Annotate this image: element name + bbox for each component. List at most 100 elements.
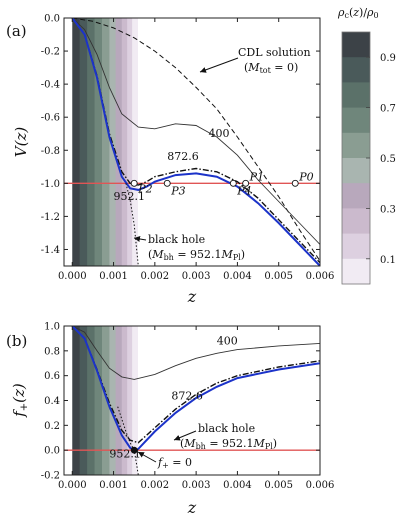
colorbar-cell <box>342 233 370 260</box>
y-tick-label: -0.4 <box>41 80 60 91</box>
colorbar-cell <box>342 57 370 83</box>
x-tick-label: 0.004 <box>223 480 252 491</box>
x-tick-label: 0.002 <box>141 480 170 491</box>
x-axis-label-a: z <box>187 287 197 306</box>
density-band <box>101 326 110 475</box>
x-tick-label: 0.003 <box>182 271 211 282</box>
colorbar-cell <box>342 32 370 58</box>
series-line-872-6 <box>71 326 320 444</box>
density-band <box>94 18 103 266</box>
colorbar-cell <box>342 107 370 134</box>
bh-sublabel-b: (Mbh = 952.1MPl) <box>180 437 277 451</box>
y-tick-label: 0.2 <box>44 421 60 432</box>
series-line-872-6 <box>71 18 320 264</box>
y-tick-label: -0.8 <box>41 146 60 157</box>
marker-label: P2 <box>137 182 152 195</box>
series-line-black-hole <box>125 183 139 266</box>
density-band <box>121 326 128 475</box>
marker-point <box>130 446 138 454</box>
cdl-label: CDL solution <box>238 46 311 59</box>
series-line-400 <box>71 18 320 245</box>
y-tick-label: -0.6 <box>41 113 60 124</box>
x-tick-label: 0.005 <box>264 271 293 282</box>
colorbar-cell <box>342 208 370 234</box>
series-line-400 <box>72 326 320 380</box>
marker-label: P1 <box>249 170 264 183</box>
colorbar: ρc(z)/ρ0 0.9 0.7 0.5 0.3 0.1 <box>337 6 396 285</box>
x-tick-label: 0.005 <box>264 480 293 491</box>
colorbar-cell <box>342 158 370 184</box>
density-band <box>127 18 133 266</box>
marker-label: P0 <box>298 170 313 183</box>
curve-label: 952.1 <box>114 190 146 203</box>
y-tick-label: -0.2 <box>41 47 60 58</box>
marker-point <box>229 179 237 187</box>
marker-point <box>130 179 138 187</box>
panel-b: 0.000 0.001 0.002 0.003 0.004 0.005 0.006 1.0 0.… <box>6 322 334 518</box>
colorbar-cell <box>342 183 370 209</box>
y-tick-label: 0.0 <box>44 446 60 457</box>
curve-label: 872.6 <box>171 389 203 402</box>
density-band <box>87 326 96 475</box>
x-tick-label: 0.000 <box>58 480 87 491</box>
panel-label-b: (b) <box>6 332 27 350</box>
cdl-arrow <box>199 57 239 73</box>
colorbar-tick-label: 0.5 <box>380 154 396 165</box>
density-band <box>94 326 103 475</box>
colorbar-cell <box>342 132 370 159</box>
plot-frame-a <box>63 17 321 267</box>
marker-point <box>291 179 299 187</box>
density-band <box>115 326 123 475</box>
panel-label-a: (a) <box>6 22 27 40</box>
density-band <box>87 18 96 266</box>
fplus-zero-arrow <box>137 451 157 463</box>
density-band <box>109 326 117 475</box>
density-band <box>121 18 128 266</box>
y-tick-label: -1.2 <box>41 212 60 223</box>
y-tick-label: -0.2 <box>41 471 60 482</box>
density-band <box>72 326 81 475</box>
bh-sublabel-a: (Mbh = 952.1MPl) <box>148 248 245 262</box>
density-band <box>132 326 138 475</box>
density-band <box>127 326 133 475</box>
x-tick-label: 0.002 <box>141 271 170 282</box>
bh-label-b: black hole <box>198 422 255 435</box>
x-tick-label: 0.004 <box>223 271 252 282</box>
series-line-952-1 <box>71 326 320 452</box>
curve-label: 872.6 <box>167 150 199 163</box>
colorbar-tick-label: 0.3 <box>380 204 396 215</box>
x-tick-label: 0.006 <box>306 271 335 282</box>
colorbar-tick-label: 0.7 <box>380 104 396 115</box>
marker-label: P4 <box>236 184 251 197</box>
density-band <box>79 326 88 475</box>
bh-arrow-a <box>133 236 147 242</box>
colorbar-cell <box>342 82 370 108</box>
colorbar-cell <box>342 258 370 285</box>
bh-label-a: black hole <box>148 233 205 246</box>
series-line-952-1 <box>71 18 320 266</box>
y-tick-label: 0.6 <box>44 371 60 382</box>
y-tick-label: -1.0 <box>41 179 60 190</box>
curve-label: 400 <box>209 127 230 140</box>
series-line-cdl-solution <box>72 18 320 262</box>
density-band <box>72 18 81 266</box>
colorbar-tick-label: 0.9 <box>380 53 396 64</box>
y-tick-label: 0.4 <box>44 396 60 407</box>
curve-label: 952.1 <box>109 448 141 461</box>
fplus-zero-label: f+ = 0 <box>157 456 192 470</box>
marker-point <box>242 179 250 187</box>
y-tick-label: -1.4 <box>41 245 60 256</box>
density-band <box>115 18 123 266</box>
y-tick-label: 0.0 <box>44 14 60 25</box>
x-tick-label: 0.000 <box>58 271 87 282</box>
colorbar-tick-label: 0.1 <box>380 255 396 266</box>
y-axis-label-b: f+(z) <box>10 383 30 418</box>
cdl-sublabel: (Mtot = 0) <box>244 61 298 75</box>
marker-label: P3 <box>170 184 185 197</box>
x-tick-label: 0.001 <box>99 480 128 491</box>
x-tick-label: 0.006 <box>306 480 335 491</box>
x-axis-label-b: z <box>187 498 197 517</box>
y-tick-label: 1.0 <box>44 322 60 333</box>
x-tick-label: 0.003 <box>182 480 211 491</box>
